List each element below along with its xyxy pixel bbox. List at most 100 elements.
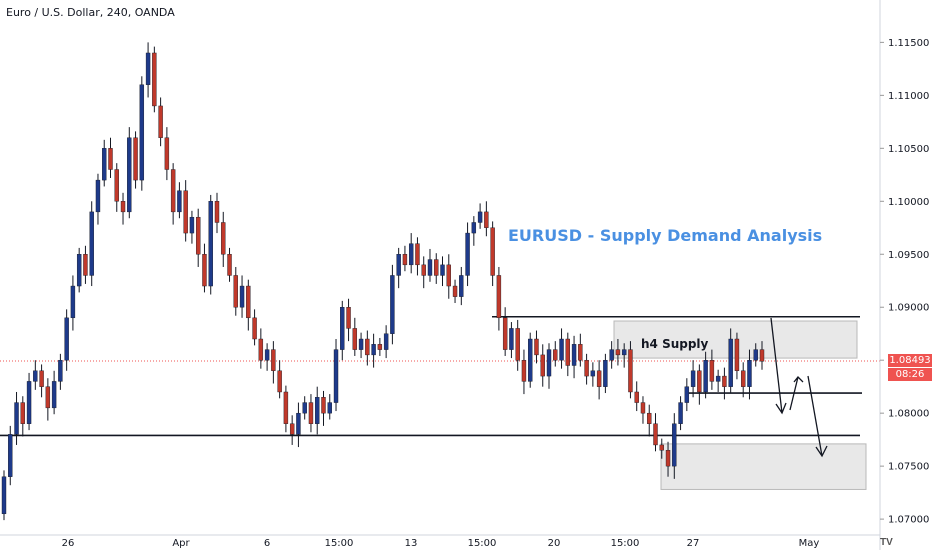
candle-body <box>340 307 345 350</box>
candle-body <box>377 344 383 350</box>
candle-body <box>133 137 138 181</box>
candle-body <box>634 391 639 403</box>
candle-body <box>546 349 552 377</box>
candle-body <box>127 137 132 213</box>
candle-body <box>26 381 32 424</box>
candle-body <box>421 264 426 276</box>
down-arrow-1 <box>770 317 787 415</box>
countdown-tag: 08:26 <box>888 367 932 381</box>
candle-body <box>246 285 251 319</box>
candle-body <box>58 359 63 382</box>
candle-body <box>465 232 470 276</box>
candle-body <box>709 359 715 382</box>
candle-body <box>452 285 458 297</box>
candle-body <box>365 338 370 356</box>
candle-body <box>609 349 614 361</box>
candle-body <box>233 275 238 308</box>
x-tick-label: May <box>799 538 820 549</box>
candle-body <box>477 211 483 223</box>
candle-body <box>665 450 671 467</box>
candle-body <box>628 349 633 393</box>
candle-body <box>734 338 740 371</box>
x-tick-label: 26 <box>62 538 75 549</box>
candle-body <box>383 333 389 350</box>
candle-body <box>214 201 220 223</box>
x-tick-label: Apr <box>172 538 190 549</box>
last-price-tag: 1.08493 <box>888 353 932 367</box>
candle-body <box>102 148 107 181</box>
candle-body <box>108 148 113 170</box>
candle-body <box>321 397 326 414</box>
candle-body <box>509 328 514 350</box>
candle-body <box>170 169 176 213</box>
candle-body <box>565 338 571 366</box>
y-tick-label: 1.11000 <box>888 91 929 102</box>
candle-body <box>327 402 332 414</box>
candle-body <box>759 349 765 362</box>
x-tick-label: 6 <box>264 538 270 549</box>
y-tick-label: 1.09500 <box>888 250 929 261</box>
candle-body <box>14 402 19 435</box>
candle-body <box>496 275 502 319</box>
candle-body <box>647 412 652 424</box>
candle-body <box>45 386 51 409</box>
candle-body <box>283 391 289 424</box>
x-tick-label: 15:00 <box>325 538 354 549</box>
candle-body <box>446 264 451 287</box>
candle-body <box>571 344 577 366</box>
candle-body <box>390 275 395 334</box>
candle-body <box>1 476 7 515</box>
candle-body <box>584 359 589 377</box>
candle-body <box>264 349 270 361</box>
candle-body <box>747 359 752 387</box>
candle-body <box>208 201 213 287</box>
candle-body <box>51 381 57 409</box>
candle-body <box>741 370 746 387</box>
candle-body <box>534 338 539 356</box>
candle-body <box>553 349 558 361</box>
candle-body <box>120 201 126 213</box>
candle-body <box>408 243 414 266</box>
candle-body <box>502 317 508 350</box>
candle-body <box>459 275 464 297</box>
candle-body <box>402 254 408 266</box>
candle-body <box>227 254 232 276</box>
candle-body <box>440 264 445 276</box>
candle-body <box>515 328 520 361</box>
tradingview-logo: TV <box>880 537 893 548</box>
candle-body <box>415 243 420 266</box>
candle-body <box>490 227 495 276</box>
candle-body <box>621 349 627 356</box>
candle-body <box>653 423 658 446</box>
y-tick-label: 1.07500 <box>888 462 929 473</box>
candle-body <box>540 354 545 377</box>
candle-body <box>70 285 76 319</box>
candle-body <box>427 259 433 276</box>
candle-body <box>703 359 708 393</box>
candle-body <box>471 222 477 234</box>
candle-body <box>521 359 527 382</box>
x-tick-label: 27 <box>687 538 700 549</box>
candle-body <box>296 412 301 435</box>
candle-body <box>139 84 145 181</box>
candle-body <box>678 402 683 424</box>
candle-body <box>358 338 364 350</box>
candle-body <box>697 370 702 393</box>
candle-body <box>258 338 264 361</box>
candle-body <box>152 52 157 107</box>
candle-body <box>177 190 182 213</box>
y-tick-label: 1.08000 <box>888 409 929 420</box>
candle-body <box>114 169 119 202</box>
candle-body <box>20 402 25 424</box>
x-tick-label: 15:00 <box>468 538 497 549</box>
candle-body <box>528 338 533 382</box>
candle-body <box>239 285 245 308</box>
candle-body <box>145 52 151 85</box>
candle-body <box>396 254 401 276</box>
demand-zone <box>660 443 867 490</box>
candle-body <box>252 317 257 340</box>
candle-body <box>596 370 602 387</box>
x-tick-label: 15:00 <box>611 538 640 549</box>
candle-body <box>371 344 376 356</box>
